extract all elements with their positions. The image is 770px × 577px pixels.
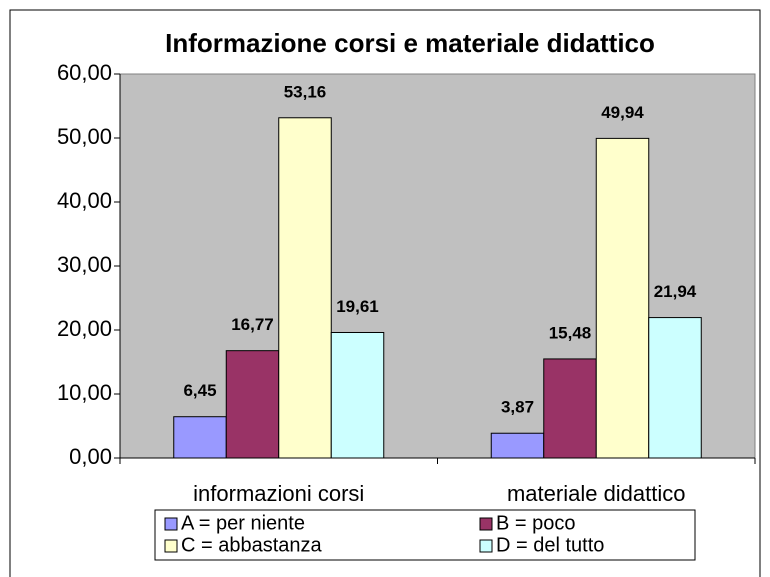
bar <box>543 358 597 459</box>
y-tick-label: 0,00 <box>69 444 112 469</box>
data-label: 21,94 <box>654 282 697 301</box>
legend-label: A = per niente <box>181 512 305 534</box>
legend-label: C = abbastanza <box>181 534 323 556</box>
bar <box>648 317 702 459</box>
bar <box>490 432 545 459</box>
legend-label: B = poco <box>496 512 576 534</box>
data-label: 53,16 <box>284 82 327 101</box>
chart-title: Informazione corsi e materiale didattico <box>165 28 655 58</box>
legend-swatch <box>479 517 493 531</box>
data-label: 3,87 <box>501 398 534 417</box>
bar <box>595 137 650 459</box>
y-tick-label: 50,00 <box>57 124 112 149</box>
x-tick-label: informazioni corsi <box>193 481 364 506</box>
legend-label: D = del tutto <box>496 534 604 556</box>
y-tick-label: 40,00 <box>57 188 112 213</box>
bar <box>173 416 227 459</box>
bar <box>225 350 280 459</box>
y-tick-label: 10,00 <box>57 380 112 405</box>
data-label: 19,61 <box>336 297 379 316</box>
bar <box>278 117 332 459</box>
legend-swatch <box>164 539 178 553</box>
data-label: 49,94 <box>601 103 644 122</box>
legend-swatch <box>164 517 178 531</box>
y-tick-label: 20,00 <box>57 316 112 341</box>
bar <box>330 331 385 459</box>
legend-box <box>154 509 696 561</box>
data-label: 6,45 <box>183 381 216 400</box>
data-label: 16,77 <box>231 315 274 334</box>
y-tick-label: 30,00 <box>57 252 112 277</box>
legend-swatch <box>479 539 493 553</box>
x-tick-label: materiale didattico <box>507 481 686 506</box>
y-tick-label: 60,00 <box>57 60 112 85</box>
data-label: 15,48 <box>549 323 592 342</box>
